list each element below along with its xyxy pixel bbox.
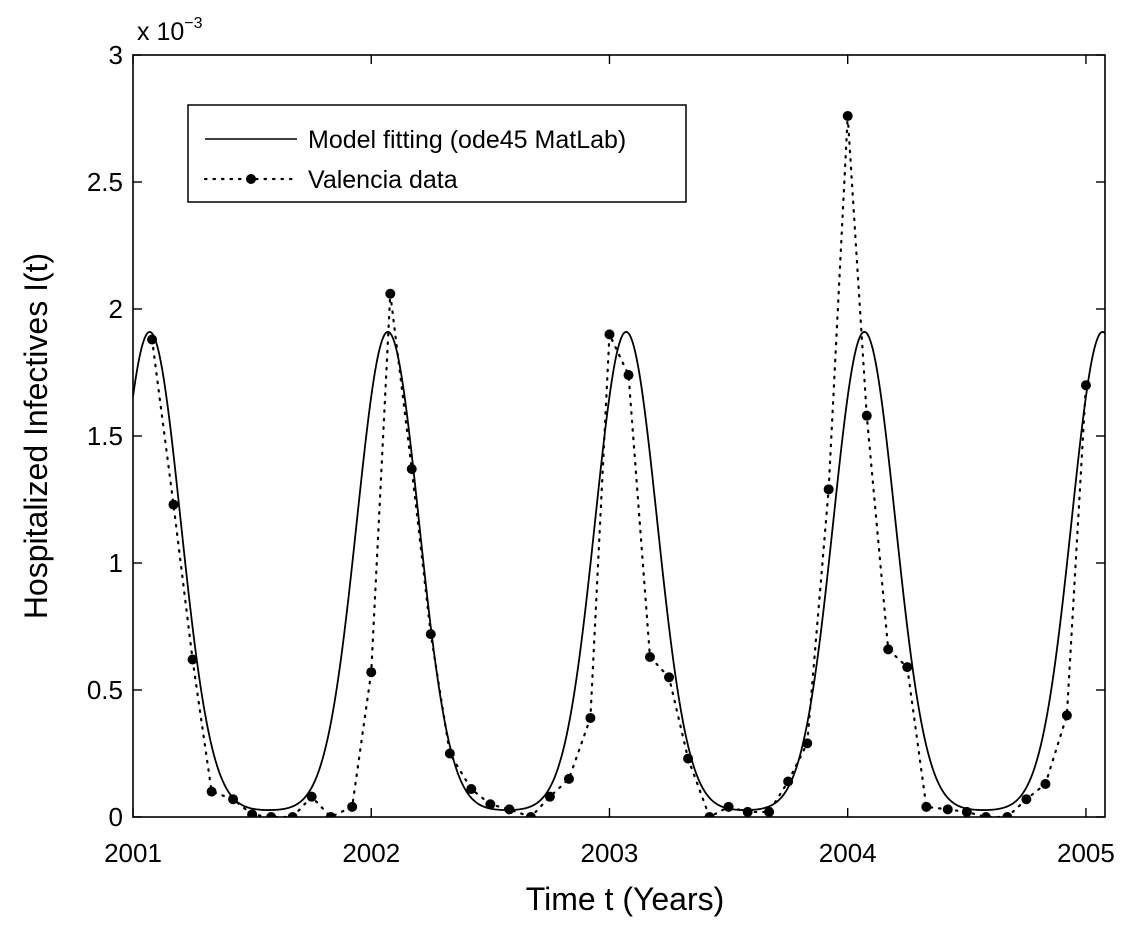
valencia-data-point: [306, 791, 317, 802]
valencia-data-point: [485, 799, 496, 810]
valencia-data-point: [742, 806, 753, 817]
y-tick-label: 0.5: [87, 675, 123, 705]
y-tick-label: 2: [109, 294, 123, 324]
valencia-data-point: [604, 329, 615, 340]
valencia-data-point: [1002, 812, 1013, 817]
valencia-data-point: [347, 801, 358, 812]
valencia-data-point: [266, 812, 277, 817]
valencia-data-point: [704, 812, 715, 817]
valencia-data-point: [961, 806, 972, 817]
valencia-data-point: [723, 801, 734, 812]
valencia-data-point: [563, 773, 574, 784]
valencia-data-point: [1021, 794, 1032, 805]
x-tick-label: 2001: [104, 838, 162, 868]
valencia-data-point: [325, 812, 336, 817]
valencia-data-point: [842, 110, 853, 121]
valencia-data-point: [228, 794, 239, 805]
valencia-data-point: [980, 812, 991, 817]
valencia-data-point: [168, 499, 179, 510]
legend-box: [187, 104, 687, 203]
valencia-data-point: [1080, 380, 1091, 391]
x-tick-label: 2003: [581, 838, 639, 868]
valencia-data-point: [644, 651, 655, 662]
y-axis-title: Hospitalized Infectives I(t): [18, 253, 54, 619]
legend-label-model: Model fitting (ode45 MatLab): [308, 126, 626, 154]
x-axis-title: Time t (Years): [526, 881, 725, 917]
valencia-data-point: [525, 812, 536, 817]
valencia-data-point: [823, 484, 834, 495]
axes-layer: 2001 2002 2003 2004 2005 0 0.5 1 1.5 2 2.5 3: [87, 40, 1115, 868]
valencia-data-point: [287, 812, 298, 817]
valencia-data-point: [942, 804, 953, 815]
valencia-data-point: [861, 410, 872, 421]
valencia-data-point: [802, 738, 813, 749]
legend-swatch-data-marker: [246, 174, 256, 184]
valencia-data-point: [504, 804, 515, 815]
valencia-data-point: [406, 464, 417, 475]
valencia-data-point: [444, 748, 455, 759]
valencia-data-point: [544, 791, 555, 802]
valencia-data-point: [585, 712, 596, 723]
valencia-data-point: [902, 662, 913, 673]
valencia-data-point: [783, 776, 794, 787]
valencia-data-point: [921, 801, 932, 812]
y-tick-label: 0: [109, 802, 123, 832]
model-fitting-line: [133, 330, 1105, 811]
legend-label-data: Valencia data: [308, 166, 458, 194]
valencia-data-point: [1040, 778, 1051, 789]
y-tick-label: 2.5: [87, 167, 123, 197]
valencia-data-point: [466, 784, 477, 795]
valencia-data-point: [623, 370, 634, 381]
valencia-data-point: [147, 334, 158, 345]
y-tick-label: 1.5: [87, 421, 123, 451]
y-scale-label: x 10−3: [137, 15, 203, 46]
valencia-data-point: [385, 288, 396, 299]
y-tick-label: 3: [109, 40, 123, 70]
valencia-data-point: [1061, 710, 1072, 721]
legend: Model fitting (ode45 MatLab) Valencia da…: [187, 104, 687, 203]
valencia-data-point: [247, 809, 258, 817]
y-scale-base: x 10: [137, 18, 184, 46]
valencia-data-point: [366, 667, 377, 678]
y-tick-label: 1: [109, 548, 123, 578]
valencia-data-point: [683, 753, 694, 764]
x-tick-label: 2005: [1057, 838, 1115, 868]
series-layer: [133, 110, 1105, 817]
valencia-data-point: [206, 786, 217, 797]
x-tick-label: 2004: [819, 838, 877, 868]
y-scale-exponent: −3: [184, 15, 202, 32]
valencia-data-point: [764, 806, 775, 817]
x-tick-label: 2002: [342, 838, 400, 868]
valencia-data-point: [883, 644, 894, 655]
valencia-data-point: [425, 629, 436, 640]
valencia-data-point: [664, 672, 675, 683]
valencia-data-point: [187, 654, 198, 665]
